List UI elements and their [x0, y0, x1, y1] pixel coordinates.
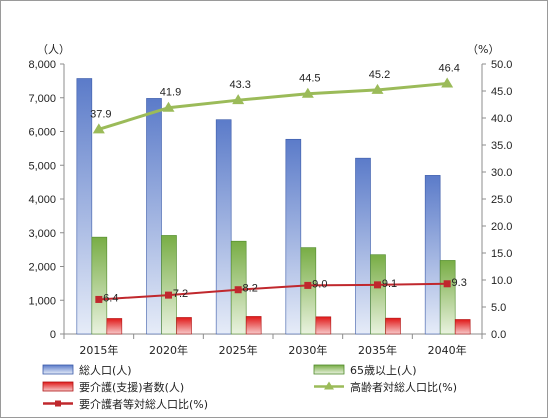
- total-population-bar: [146, 98, 162, 335]
- x-tick-label: 2025年: [219, 343, 258, 357]
- legend-swatch: [42, 364, 74, 375]
- elderly-ratio-point: [92, 123, 105, 134]
- plot-area: 0 1,000 2,000 3,000 4,000 5,000 6,000 7,000 8,00…: [28, 43, 512, 357]
- care-needed-bar: [315, 316, 332, 335]
- care-ratio-line: [98, 282, 448, 301]
- left-axis-unit: （人）: [37, 43, 70, 56]
- age65-bar: [439, 260, 456, 335]
- elderly-ratio-data-label: 43.3: [229, 79, 250, 91]
- care-ratio-data-label: 6.4: [103, 292, 118, 304]
- care-needed-bar: [176, 317, 192, 335]
- left-tick-label: 4,000: [28, 194, 56, 206]
- right-tick-label: 40.0: [491, 113, 512, 125]
- care-needed-bar: [454, 319, 471, 335]
- elderly-ratio-data-label: 46.4: [438, 62, 459, 74]
- elderly-ratio-point: [162, 101, 175, 112]
- elderly-ratio-line: [98, 81, 448, 131]
- right-tick-label: 0.0: [491, 329, 506, 341]
- care-ratio-point: [165, 291, 172, 299]
- care-needed-bar: [245, 316, 262, 335]
- left-tick-label: 1,000: [28, 295, 56, 307]
- legend-swatch: [313, 364, 345, 375]
- care-needed-bar: [106, 318, 123, 335]
- right-tick-label: 10.0: [491, 275, 512, 287]
- x-tick-label: 2015年: [79, 343, 118, 357]
- left-tick-label: 5,000: [28, 160, 56, 172]
- legend: 総人口(人) 65歳以上(人) 要介護(支援)者数(人) 高齢者対総人口比(%) 要介護…: [42, 363, 457, 411]
- legend-label: 要介護者等対総人口比(%): [79, 397, 208, 411]
- elderly-ratio-point: [441, 77, 454, 88]
- legend-item: 総人口(人): [42, 363, 132, 377]
- total-population-bar: [355, 157, 371, 335]
- legend-label: 要介護(支援)者数(人): [79, 380, 184, 394]
- legend-swatch: [42, 381, 74, 392]
- legend-label: 総人口(人): [79, 363, 132, 377]
- right-axis-unit: （%）: [467, 43, 499, 56]
- age65-bar: [91, 236, 108, 335]
- elderly-ratio-data-label: 44.5: [299, 73, 320, 85]
- total-population-bar: [215, 119, 232, 335]
- right-tick-label: 5.0: [491, 302, 506, 314]
- elderly-ratio-point: [371, 83, 384, 94]
- left-tick-label: 6,000: [28, 127, 56, 139]
- legend-item: 高齢者対総人口比(%): [314, 380, 457, 394]
- total-population-bar: [76, 78, 93, 335]
- legend-marker: [324, 381, 334, 390]
- right-tick-label: 30.0: [491, 167, 512, 179]
- care-ratio-point: [374, 281, 381, 289]
- age65-bar: [370, 254, 386, 335]
- x-tick-label: 2020年: [149, 343, 188, 357]
- legend-item: 65歳以上(人): [313, 364, 417, 377]
- care-ratio-data-label: 9.1: [382, 278, 397, 290]
- elderly-ratio-data-label: 41.9: [160, 87, 181, 99]
- right-tick-label: 15.0: [491, 248, 512, 260]
- left-tick-label: 0: [50, 329, 56, 341]
- left-tick-label: 2,000: [28, 262, 56, 274]
- right-tick-label: 20.0: [491, 221, 512, 233]
- care-ratio-data-label: 8.2: [243, 283, 258, 295]
- total-population-bar: [285, 138, 302, 335]
- age65-bar: [300, 247, 317, 335]
- x-tick-label: 2035年: [358, 343, 397, 357]
- care-ratio-data-label: 9.0: [312, 278, 327, 290]
- legend-label: 65歳以上(人): [350, 364, 417, 377]
- left-tick-label: 8,000: [28, 59, 56, 71]
- legend-item: 要介護者等対総人口比(%): [43, 397, 208, 411]
- care-needed-bar: [385, 317, 401, 335]
- care-ratio-point: [234, 286, 242, 294]
- right-tick-label: 25.0: [491, 194, 512, 206]
- right-tick-label: 45.0: [491, 86, 512, 98]
- left-tick-label: 3,000: [28, 228, 56, 240]
- legend-label: 高齢者対総人口比(%): [350, 380, 457, 394]
- legend-item: 要介護(支援)者数(人): [42, 380, 184, 394]
- care-ratio-data-label: 9.3: [452, 277, 467, 289]
- x-tick-label: 2040年: [428, 343, 467, 357]
- legend-marker: [55, 400, 61, 407]
- care-ratio-point: [95, 295, 103, 303]
- elderly-ratio-data-label: 45.2: [369, 69, 390, 81]
- right-tick-label: 50.0: [491, 59, 512, 71]
- right-tick-label: 35.0: [491, 140, 512, 152]
- care-ratio-point: [304, 281, 312, 289]
- elderly-ratio-data-label: 37.9: [90, 108, 111, 120]
- care-ratio-data-label: 7.2: [173, 288, 188, 300]
- elderly-ratio-point: [301, 87, 314, 98]
- left-tick-label: 7,000: [28, 93, 56, 105]
- total-population-bar: [424, 175, 441, 335]
- age65-bar: [161, 235, 177, 335]
- care-ratio-point: [443, 280, 451, 288]
- elderly-ratio-point: [232, 94, 245, 105]
- x-tick-label: 2030年: [288, 343, 327, 357]
